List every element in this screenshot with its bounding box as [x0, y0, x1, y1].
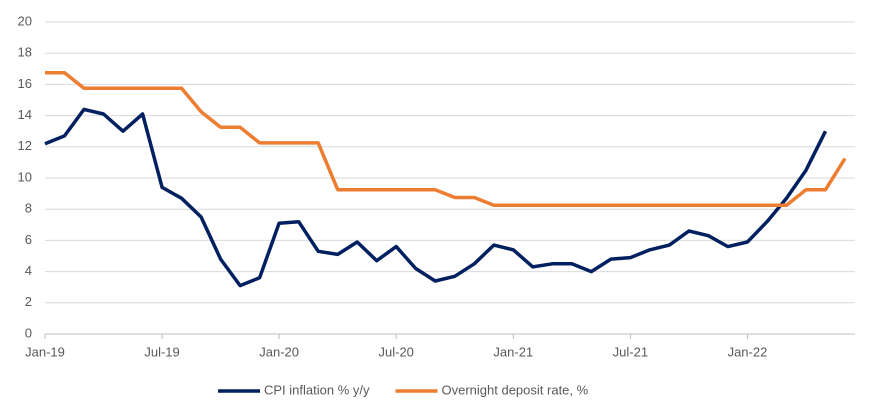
x-tick-label: Jul-20 — [379, 344, 414, 359]
y-tick-label: 0 — [25, 325, 32, 340]
x-tick-label: Jan-20 — [259, 344, 299, 359]
legend-label: CPI inflation % y/y — [264, 382, 370, 397]
x-tick-label: Jan-22 — [728, 344, 768, 359]
series-line — [44, 107, 828, 288]
y-tick-label: 16 — [18, 76, 32, 91]
y-tick-label: 6 — [25, 232, 32, 247]
series-line — [45, 70, 847, 208]
y-tick-label: 4 — [25, 263, 32, 278]
x-tick-label: Jul-21 — [613, 344, 648, 359]
y-tick-label: 18 — [18, 45, 32, 60]
y-tick-label: 14 — [18, 107, 32, 122]
y-tick-label: 20 — [18, 13, 32, 28]
y-tick-label: 8 — [25, 201, 32, 216]
y-tick-label: 12 — [18, 138, 32, 153]
y-tick-label: 10 — [18, 169, 32, 184]
x-tick-label: Jul-19 — [144, 344, 179, 359]
y-tick-label: 2 — [25, 294, 32, 309]
x-tick-label: Jan-19 — [25, 344, 65, 359]
legend-label: Overnight deposit rate, % — [442, 382, 589, 397]
x-tick-label: Jan-21 — [493, 344, 533, 359]
